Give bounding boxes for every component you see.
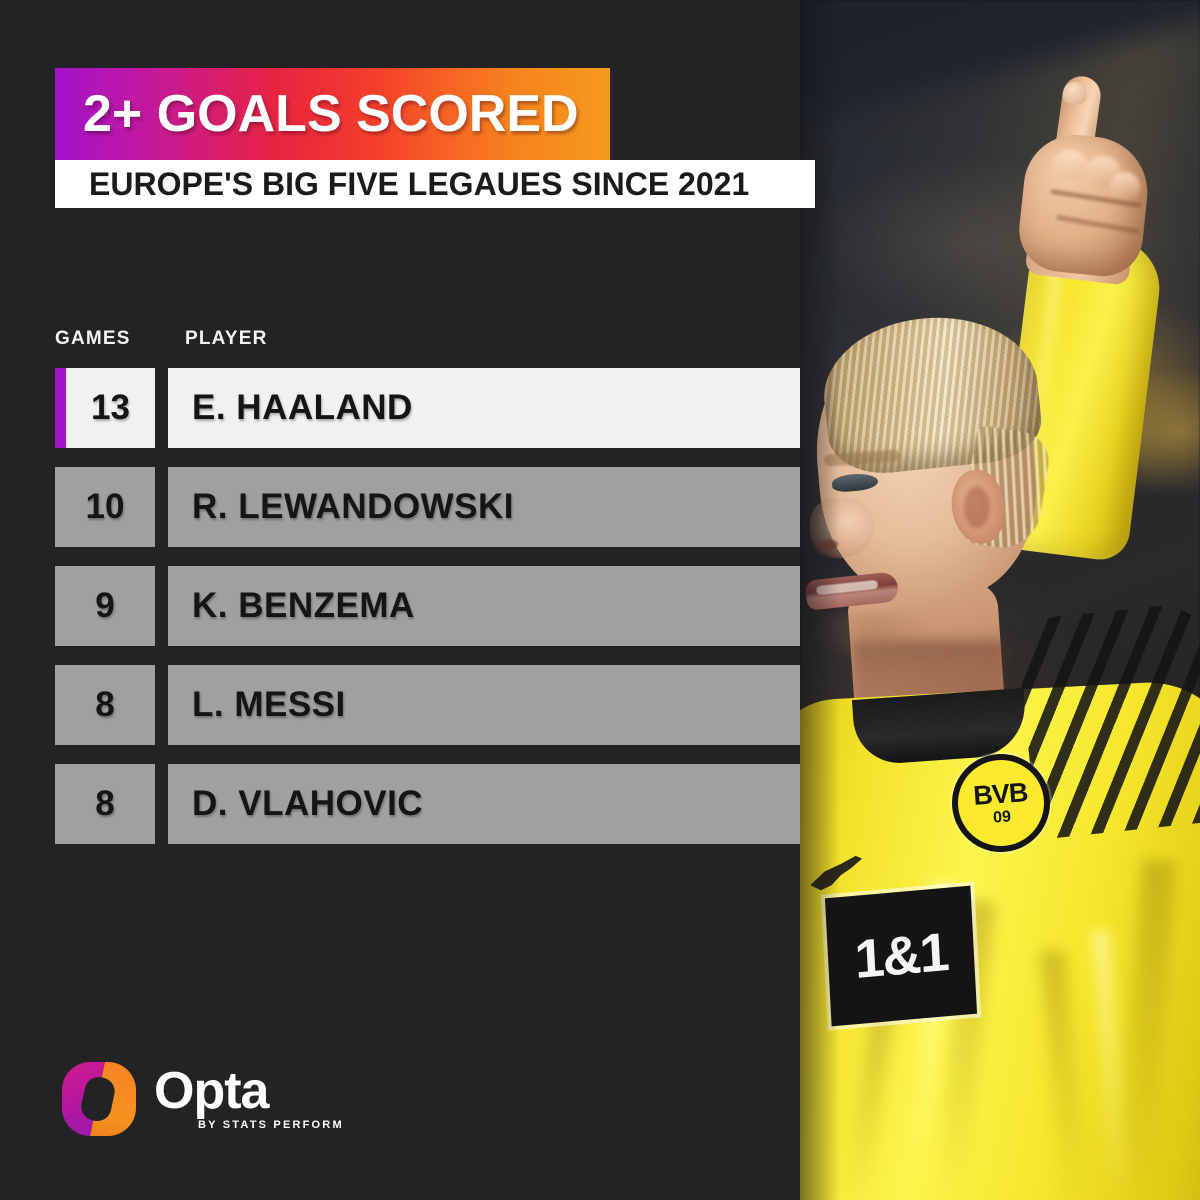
cell-divider	[155, 368, 168, 448]
cell-games: 8	[55, 764, 155, 844]
table-row[interactable]: 9 K. BENZEMA	[55, 566, 800, 646]
player-name: R. LEWANDOWSKI	[192, 487, 514, 526]
table-header: GAMES PLAYER	[55, 328, 800, 354]
table-row[interactable]: 10 R. LEWANDOWSKI	[55, 467, 800, 547]
cell-games: 9	[55, 566, 155, 646]
cell-player: R. LEWANDOWSKI	[168, 467, 800, 547]
column-header-player: PLAYER	[185, 328, 268, 349]
cell-player: E. HAALAND	[168, 368, 800, 448]
table-body: 13 E. HAALAND 10 R. LEWANDOWSKI 9 K. BEN…	[55, 368, 800, 863]
games-value: 9	[95, 586, 115, 625]
shirt-sponsor-label: 1&1	[853, 921, 949, 991]
player-name: K. BENZEMA	[192, 586, 415, 625]
crest-initials: BVB	[972, 776, 1029, 811]
opta-tagline: BY STATS PERFORM	[198, 1118, 344, 1131]
games-value: 8	[95, 685, 115, 724]
knuckle	[1110, 172, 1140, 202]
leader-accent-bar	[55, 368, 66, 448]
opta-wordmark: Opta BY STATS PERFORM	[154, 1062, 344, 1131]
player-name: L. MESSI	[192, 685, 346, 724]
page-title: 2+ GOALS SCORED	[83, 85, 579, 143]
cell-player: L. MESSI	[168, 665, 800, 745]
subtitle-banner: EUROPE'S BIG FIVE LEGAUES SINCE 2021	[55, 160, 815, 208]
games-value: 13	[91, 388, 130, 427]
column-header-games: GAMES	[55, 328, 131, 349]
opta-logo: Opta BY STATS PERFORM	[62, 1062, 344, 1136]
cell-games: 8	[55, 665, 155, 745]
shirt-sponsor-badge: 1&1	[824, 885, 978, 1027]
title-banner: 2+ GOALS SCORED	[55, 68, 610, 160]
crest-year: 09	[992, 807, 1012, 827]
cell-divider	[155, 467, 168, 547]
opta-mark-icon	[62, 1062, 136, 1136]
player-photo: BVB 09 1&1	[800, 0, 1200, 1200]
ear-inner	[964, 486, 990, 528]
cell-player: D. VLAHOVIC	[168, 764, 800, 844]
games-value: 8	[95, 784, 115, 823]
cell-player: K. BENZEMA	[168, 566, 800, 646]
cell-games: 10	[55, 467, 155, 547]
page-subtitle: EUROPE'S BIG FIVE LEGAUES SINCE 2021	[89, 165, 750, 202]
opta-name: Opta	[154, 1062, 269, 1121]
cell-divider	[155, 665, 168, 745]
games-value: 10	[85, 487, 125, 526]
table-row[interactable]: 8 D. VLAHOVIC	[55, 764, 800, 844]
table-row[interactable]: 8 L. MESSI	[55, 665, 800, 745]
cell-divider	[155, 566, 168, 646]
knuckle	[1052, 150, 1088, 180]
table-row[interactable]: 13 E. HAALAND	[55, 368, 800, 448]
player-name: D. VLAHOVIC	[192, 784, 424, 823]
cell-games: 13	[66, 368, 155, 448]
cell-divider	[155, 764, 168, 844]
player-name: E. HAALAND	[192, 388, 413, 427]
